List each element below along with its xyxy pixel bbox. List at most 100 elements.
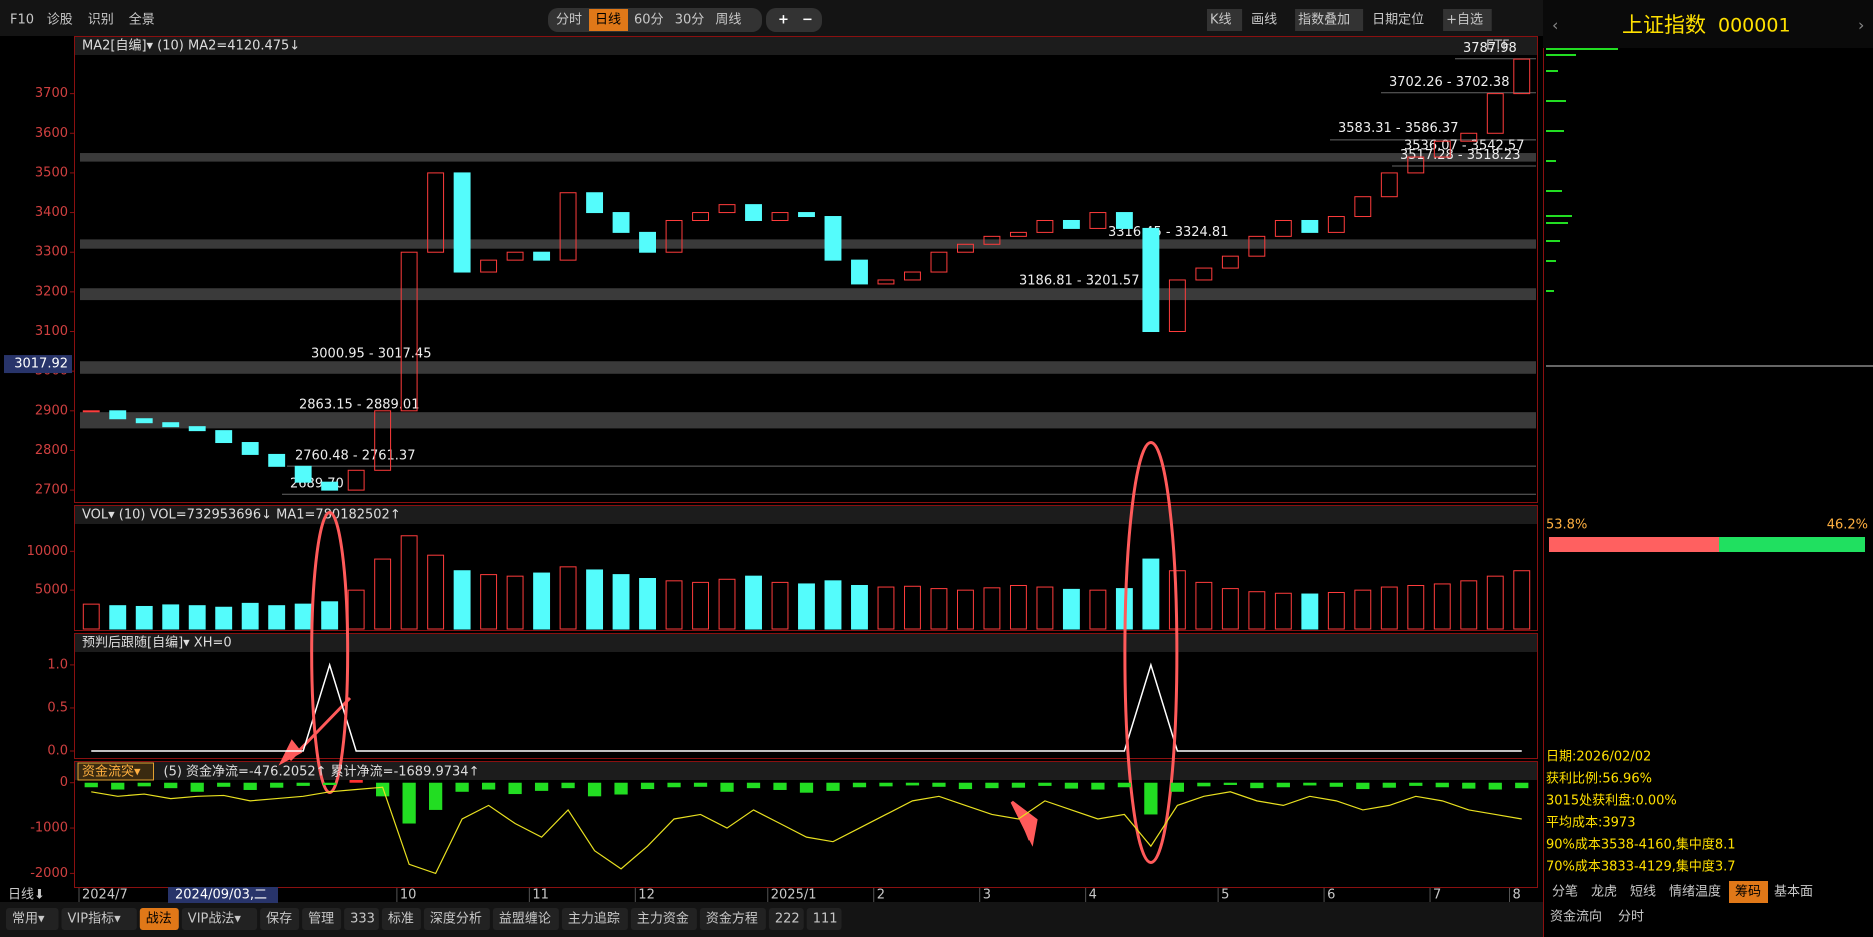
bottom-button[interactable]: 333 bbox=[350, 912, 375, 927]
flow-bar bbox=[958, 782, 973, 790]
toolbar-button[interactable]: 日期定位 bbox=[1372, 13, 1424, 28]
volume-bar bbox=[930, 588, 948, 630]
flow-bar bbox=[164, 782, 178, 789]
bottom-button[interactable]: VIP指标▾ bbox=[68, 912, 122, 927]
flow-bar bbox=[1435, 782, 1449, 788]
zoom-button[interactable]: − bbox=[802, 13, 813, 28]
volume-bar bbox=[1301, 593, 1319, 630]
candle bbox=[400, 251, 418, 412]
volume-bar bbox=[798, 583, 815, 630]
flow-bar bbox=[1356, 782, 1370, 790]
menu-item[interactable]: F10 bbox=[10, 13, 34, 28]
date-label: 8 bbox=[1513, 888, 1521, 903]
bottom-button[interactable]: 保存 bbox=[266, 912, 292, 927]
zoom-group bbox=[766, 8, 822, 32]
date-label: 4 bbox=[1089, 888, 1097, 903]
level-label: 3316.45 - 3324.81 bbox=[1108, 225, 1228, 240]
flow-bar bbox=[773, 782, 787, 790]
toolbar-button[interactable]: 画线 bbox=[1251, 13, 1277, 28]
flow-bar bbox=[1488, 782, 1502, 790]
side-tab[interactable]: 分笔 bbox=[1552, 884, 1578, 900]
side-tab[interactable]: 龙虎 bbox=[1591, 885, 1617, 900]
flow-bar bbox=[323, 782, 337, 785]
side-tab[interactable]: 筹码 bbox=[1735, 884, 1761, 900]
date-label: 11 bbox=[532, 888, 549, 903]
bottom-button[interactable]: 战法 bbox=[146, 912, 172, 927]
panel-header: 预判后跟随[自编]▾ XH=0 bbox=[82, 636, 232, 651]
menu-item[interactable]: 识别 bbox=[88, 13, 114, 28]
period-button[interactable]: 分时 bbox=[556, 13, 582, 28]
flow-bar bbox=[879, 782, 893, 787]
bottom-button[interactable]: 益盟缠论 bbox=[499, 911, 551, 927]
bottom-button[interactable]: 111 bbox=[813, 912, 838, 927]
bottom-button[interactable]: 222 bbox=[775, 912, 800, 927]
period-button[interactable]: 60分 bbox=[634, 13, 664, 28]
volume-bar bbox=[1380, 586, 1398, 630]
period-button[interactable]: 日线 bbox=[595, 13, 621, 28]
flow-bar bbox=[1250, 782, 1264, 789]
flow-bar bbox=[1117, 782, 1132, 788]
period-button[interactable]: 周线 bbox=[715, 13, 741, 28]
flow-bar bbox=[481, 782, 496, 790]
bottom-button[interactable]: VIP战法▾ bbox=[188, 912, 242, 927]
candle bbox=[798, 212, 815, 218]
flow-bar bbox=[1091, 782, 1105, 790]
volume-bar bbox=[586, 569, 604, 630]
toolbar-button[interactable]: +自选 bbox=[1446, 13, 1483, 28]
volume-bar bbox=[1354, 589, 1372, 630]
candle bbox=[1089, 212, 1107, 229]
chip-info: 3015处获利盘:0.00% bbox=[1546, 793, 1677, 809]
volume-bar bbox=[1142, 558, 1160, 630]
flow-name[interactable]: 资金流突▾ bbox=[82, 764, 141, 780]
bottom-button[interactable]: 主力追踪 bbox=[568, 911, 620, 927]
last-price-label: 3017.92 bbox=[14, 357, 68, 372]
menu-item[interactable]: 全景 bbox=[129, 12, 155, 28]
candle bbox=[1115, 212, 1133, 229]
volume-bar bbox=[718, 578, 736, 630]
volume-bar bbox=[215, 606, 233, 630]
next-arrow[interactable]: › bbox=[1858, 16, 1864, 35]
bottom-button[interactable]: 资金方程 bbox=[706, 911, 758, 927]
bottom-button[interactable]: 深度分析 bbox=[430, 911, 482, 927]
volume-bar bbox=[1274, 592, 1292, 630]
prev-arrow[interactable]: ‹ bbox=[1552, 16, 1558, 35]
bottom-button[interactable]: 标准 bbox=[388, 912, 414, 927]
bottom-button[interactable]: 管理 bbox=[308, 912, 334, 927]
bottom-button-bg bbox=[181, 908, 258, 930]
side-tab[interactable]: 分时 bbox=[1618, 910, 1644, 925]
toolbar-button[interactable]: 指数叠加 bbox=[1298, 13, 1350, 28]
chip-info: 70%成本3833-4129,集中度3.7 bbox=[1546, 859, 1736, 875]
candle bbox=[188, 426, 206, 432]
toolbar-button[interactable]: K线 bbox=[1210, 13, 1232, 28]
bottom-button[interactable]: 主力资金 bbox=[637, 911, 689, 927]
candle bbox=[453, 172, 471, 273]
volume-bar bbox=[400, 535, 418, 630]
volume-bar bbox=[1195, 581, 1213, 630]
side-tab[interactable]: 短线 bbox=[1630, 885, 1656, 900]
side-tab[interactable]: 资金流向 bbox=[1550, 909, 1602, 925]
volume-bar bbox=[745, 575, 762, 630]
level-band bbox=[80, 239, 1536, 249]
bottom-button[interactable]: 常用▾ bbox=[12, 912, 45, 927]
bottom-button-bg bbox=[139, 908, 179, 930]
candle bbox=[1513, 58, 1531, 95]
zoom-button[interactable]: + bbox=[778, 13, 789, 28]
level-band bbox=[80, 361, 1536, 374]
side-tab[interactable]: 情绪温度 bbox=[1669, 884, 1721, 900]
flow-bar bbox=[561, 782, 575, 789]
flow-bar bbox=[1223, 782, 1237, 785]
candle bbox=[1274, 219, 1292, 237]
flow-bar bbox=[1144, 782, 1158, 815]
menu-item[interactable]: 诊股 bbox=[47, 13, 73, 28]
side-title: 上证指数 bbox=[1622, 13, 1706, 37]
level-label: 3702.26 - 3702.38 bbox=[1389, 75, 1509, 90]
flow-bar bbox=[905, 782, 920, 786]
volume-bar bbox=[824, 580, 842, 630]
flow-bar bbox=[217, 782, 231, 787]
period-button[interactable]: 30分 bbox=[675, 13, 705, 28]
candle bbox=[612, 212, 630, 233]
candle bbox=[692, 212, 709, 221]
volume-bar bbox=[321, 601, 339, 630]
candle bbox=[983, 235, 1001, 245]
side-tab[interactable]: 基本面 bbox=[1774, 885, 1813, 900]
